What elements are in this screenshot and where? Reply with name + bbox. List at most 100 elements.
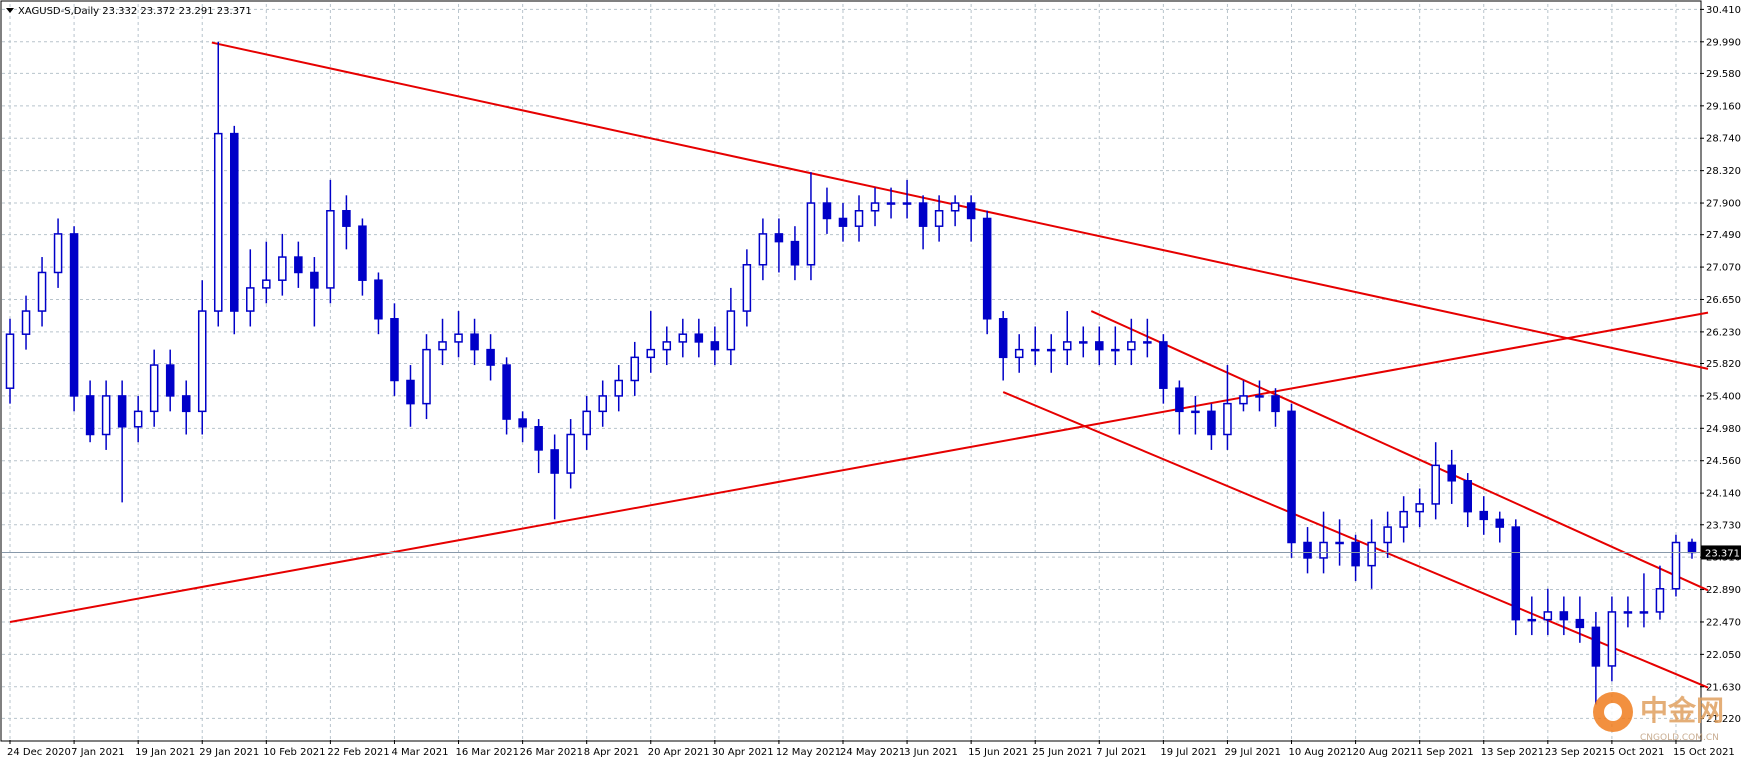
x-tick-label: 13 Sep 2021 xyxy=(1481,747,1544,758)
x-tick-label: 1 Sep 2021 xyxy=(1417,747,1474,758)
candle-body xyxy=(822,202,832,220)
candle-body xyxy=(326,210,335,289)
candle-body xyxy=(246,287,255,312)
watermark: 中金网 CNGOLD.COM.CN xyxy=(1593,692,1724,743)
watermark-name: 中金网 xyxy=(1640,694,1724,727)
candle-body xyxy=(1046,348,1056,352)
y-tick-label: 27.490 xyxy=(1706,230,1741,241)
candle-body xyxy=(1239,395,1248,405)
candle-body xyxy=(1687,541,1697,554)
x-tick-label: 24 May 2021 xyxy=(840,747,905,758)
candle-body xyxy=(358,225,367,281)
candle-body xyxy=(902,202,912,205)
candle-body xyxy=(1671,541,1681,590)
x-tick-label: 7 Jul 2021 xyxy=(1096,747,1146,758)
x-tick-label: 8 Apr 2021 xyxy=(584,747,639,758)
candle-body xyxy=(1014,348,1024,359)
candle-body xyxy=(534,426,543,451)
candle-body xyxy=(5,333,15,389)
y-tick-label: 22.050 xyxy=(1706,650,1741,661)
candle-body xyxy=(1127,341,1136,351)
candle-body xyxy=(454,333,463,343)
x-tick-label: 16 Mar 2021 xyxy=(456,747,519,758)
candle-body xyxy=(518,418,527,428)
candle-body xyxy=(1639,611,1649,614)
candle-body xyxy=(950,202,960,212)
candle-body xyxy=(1543,611,1553,621)
candle-body xyxy=(1623,611,1633,614)
candle-body xyxy=(1559,611,1569,621)
candle-body xyxy=(710,341,720,351)
candle-body xyxy=(1367,541,1376,567)
y-tick-label: 22.470 xyxy=(1706,617,1741,628)
candle-body xyxy=(726,310,736,351)
candle-body xyxy=(1335,541,1344,545)
candle-body xyxy=(181,395,191,413)
candle-body xyxy=(438,341,447,351)
candle-body xyxy=(774,233,784,243)
x-tick-label: 10 Aug 2021 xyxy=(1289,747,1353,758)
candle-body xyxy=(278,256,287,281)
x-tick-label: 10 Feb 2021 xyxy=(263,747,325,758)
y-tick-label: 21.630 xyxy=(1706,682,1741,693)
y-tick-label: 29.580 xyxy=(1706,69,1741,80)
x-tick-label: 20 Aug 2021 xyxy=(1353,747,1417,758)
candle-body xyxy=(870,202,880,212)
candle-body xyxy=(149,364,159,413)
candle-body xyxy=(1271,395,1280,413)
y-tick-label: 24.980 xyxy=(1706,424,1741,435)
y-tick-label: 27.900 xyxy=(1706,199,1741,210)
candle-body xyxy=(934,210,944,227)
candle-body xyxy=(758,233,768,266)
candle-body xyxy=(1655,588,1665,613)
candle-body xyxy=(1078,341,1088,344)
title-arrow xyxy=(6,8,14,13)
candle-body xyxy=(1319,541,1328,559)
y-tick-label: 24.140 xyxy=(1706,489,1741,500)
candle-body xyxy=(1207,410,1216,436)
x-tick-label: 20 Apr 2021 xyxy=(648,747,710,758)
x-tick-label: 30 Apr 2021 xyxy=(712,747,774,758)
candle-body xyxy=(694,333,704,343)
watermark-logo-inner xyxy=(1604,703,1622,721)
y-tick-label: 29.160 xyxy=(1706,101,1741,112)
candle-body xyxy=(1383,526,1392,544)
x-tick-label: 7 Jan 2021 xyxy=(71,747,125,758)
y-tick-label: 25.820 xyxy=(1706,359,1741,370)
candle-body xyxy=(1463,480,1473,513)
grid xyxy=(2,4,1700,740)
candle-body xyxy=(53,233,63,274)
candle-body xyxy=(790,240,800,266)
candle-body xyxy=(550,449,559,474)
candle-body xyxy=(886,202,896,205)
candle-body xyxy=(1303,541,1312,559)
candle-body xyxy=(37,271,47,312)
candle-body xyxy=(165,364,175,397)
candle-body xyxy=(1159,341,1168,389)
y-tick-label: 25.400 xyxy=(1706,391,1741,402)
candle-body xyxy=(1095,341,1104,351)
candle-body xyxy=(1062,341,1072,351)
candle-body xyxy=(374,279,383,320)
x-tick-label: 19 Jan 2021 xyxy=(135,747,195,758)
candle-body xyxy=(310,271,319,289)
candle-body xyxy=(1030,348,1040,352)
y-tick-label: 27.070 xyxy=(1706,263,1741,274)
candle-body xyxy=(1575,618,1585,629)
candle-body xyxy=(1223,402,1232,436)
x-tick-label: 29 Jan 2021 xyxy=(199,747,259,758)
candle-body xyxy=(646,348,656,359)
candle-body xyxy=(630,356,640,382)
candle-body xyxy=(1351,541,1360,567)
candle-body xyxy=(69,233,79,397)
trendline xyxy=(1090,310,1709,592)
x-tick-label: 15 Jun 2021 xyxy=(968,747,1028,758)
candle-body xyxy=(1511,526,1521,621)
y-tick-label: 30.410 xyxy=(1706,5,1741,16)
candle-body xyxy=(470,333,479,351)
y-tick-label: 24.560 xyxy=(1706,456,1741,467)
y-tick-label: 23.730 xyxy=(1706,520,1741,531)
candle-body xyxy=(1607,611,1617,667)
y-tick-label: 26.650 xyxy=(1706,295,1741,306)
